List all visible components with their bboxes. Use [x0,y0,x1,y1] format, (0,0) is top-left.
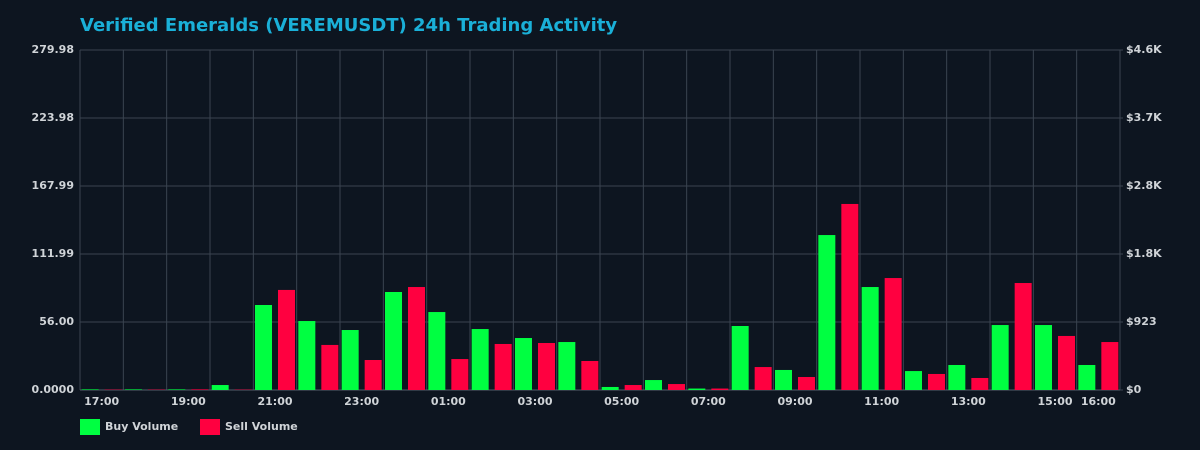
x-tick-label: 07:00 [691,395,726,408]
bar [775,369,792,390]
y2-tick-label: $4.6K [1126,43,1162,56]
bar [731,326,749,390]
bar [1014,283,1032,390]
bar [385,292,402,390]
bar [624,385,642,390]
y2-tick-label: $2.8K [1126,179,1162,192]
bar [948,364,966,390]
bar [471,329,489,390]
x-tick-label: 01:00 [431,395,466,408]
y-tick-label: 56.00 [39,315,74,328]
y-tick-label: 223.98 [32,111,74,124]
bar [884,278,902,390]
x-tick-label: 11:00 [864,395,899,408]
bar [928,373,945,390]
bar [515,338,532,390]
legend-label: Sell Volume [225,420,298,433]
x-tick-label: 15:00 [1037,395,1072,408]
x-tick-label: 23:00 [344,395,379,408]
y2-tick-label: $3.7K [1126,111,1162,124]
bar [645,380,662,390]
y2-tick-label: $0 [1126,383,1142,396]
bar [428,312,446,390]
bar [905,371,922,390]
bar [255,304,272,390]
y-tick-label: 279.98 [32,43,74,56]
bar [538,343,555,390]
bar [841,203,859,390]
bar [861,287,879,390]
y2-tick-label: $923 [1126,315,1157,328]
bar [711,388,729,390]
bar [81,389,99,390]
bar [278,289,295,390]
x-tick-label: 21:00 [257,395,292,408]
x-tick-label: 17:00 [84,395,119,408]
bar [971,377,989,390]
y-tick-label: 167.99 [32,179,74,192]
bar [818,235,836,390]
bar [754,367,772,390]
bar [798,377,815,390]
x-tick-label: 19:00 [171,395,206,408]
legend-swatch [80,419,100,435]
bar [168,389,186,390]
legend-swatch [200,419,220,435]
bar [125,389,142,390]
bar [451,359,469,390]
bar [991,325,1009,390]
y-tick-label: 0.0000 [32,383,75,396]
x-tick-label: 03:00 [517,395,552,408]
x-tick-label: 13:00 [951,395,986,408]
bar [191,389,209,390]
y-tick-label: 111.99 [32,247,74,260]
y2-tick-label: $1.8K [1126,247,1162,260]
x-tick-label: 05:00 [604,395,639,408]
bar [1035,325,1052,390]
bar [341,330,359,390]
bar [1078,364,1096,390]
bar [321,344,339,390]
bar [298,321,316,390]
bar [558,342,576,390]
x-tick-label: 09:00 [777,395,812,408]
bar [601,386,619,390]
x-tick-label: 16:00 [1081,395,1116,408]
bar [581,360,599,390]
bar [668,384,685,390]
bar [211,385,229,390]
legend-label: Buy Volume [105,420,178,433]
bar [1101,342,1119,390]
bar [364,360,382,390]
chart-title: Verified Emeralds (VEREMUSDT) 24h Tradin… [80,15,617,36]
bar [494,343,512,390]
bar [1058,335,1075,390]
bar [688,388,706,390]
bar [408,287,425,390]
